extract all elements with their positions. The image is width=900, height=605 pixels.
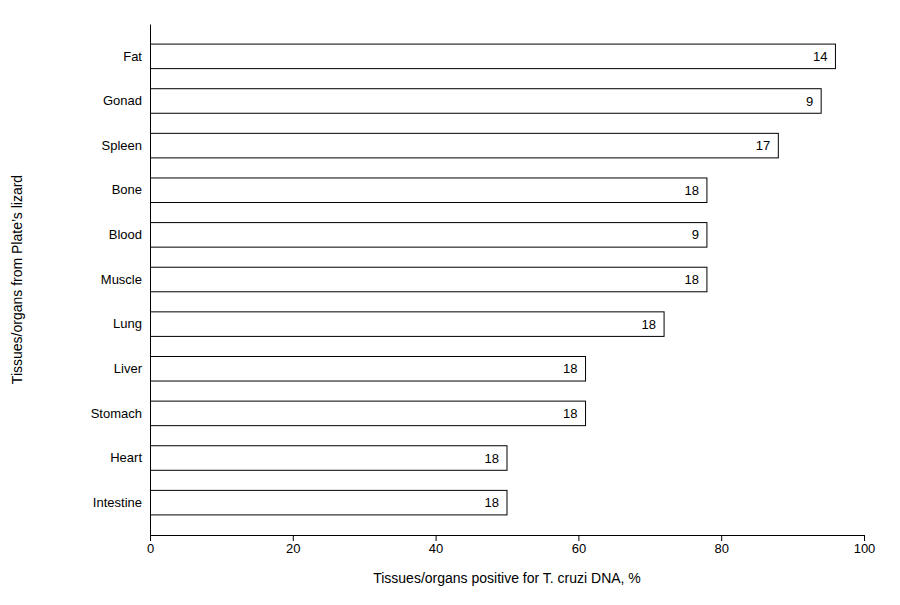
count-label: 17 (756, 138, 770, 153)
x-tick-label: 80 (714, 541, 728, 556)
x-axis-title: Tissues/organs positive for T. cruzi DNA… (373, 570, 641, 586)
bar (150, 178, 707, 203)
y-tick-label: Muscle (101, 272, 142, 287)
x-tick-mark (150, 535, 151, 541)
y-tick-label: Lung (113, 316, 142, 331)
bar (150, 89, 821, 114)
x-tick: 80 (714, 535, 728, 556)
x-tick: 40 (429, 535, 443, 556)
count-label: 18 (485, 451, 499, 466)
bars (150, 44, 835, 515)
count-label: 18 (563, 406, 577, 421)
x-tick: 0 (147, 535, 154, 556)
x-tick: 100 (854, 535, 876, 556)
y-tick-label: Bone (112, 182, 142, 197)
y-tick: Liver (114, 361, 143, 376)
bar (150, 133, 778, 158)
y-tick: Blood (109, 227, 142, 242)
bar (150, 267, 707, 292)
bar (150, 44, 835, 69)
y-tick: Stomach (91, 406, 142, 421)
x-tick-label: 40 (429, 541, 443, 556)
y-tick-label: Fat (123, 49, 142, 64)
count-label: 18 (642, 317, 656, 332)
x-tick: 60 (572, 535, 586, 556)
x-tick-mark (578, 535, 579, 541)
plot-area: 18 18 18 18 18 18 9 18 17 9 14 0 20 40 60 80 100 Intestin… (91, 25, 876, 557)
x-tick: 20 (286, 535, 300, 556)
x-tick-label: 100 (854, 541, 876, 556)
y-tick-label: Intestine (93, 495, 142, 510)
y-tick: Bone (112, 182, 142, 197)
x-tick-label: 60 (572, 541, 586, 556)
bar (150, 401, 586, 426)
x-tick-label: 0 (147, 541, 154, 556)
x-tick-mark (864, 535, 865, 541)
count-label: 14 (813, 49, 827, 64)
count-labels: 18 18 18 18 18 18 9 18 17 9 14 (485, 49, 828, 510)
bar (150, 446, 507, 471)
y-tick: Spleen (102, 138, 142, 153)
x-tick-mark (436, 535, 437, 541)
y-tick-label: Liver (114, 361, 143, 376)
count-label: 9 (692, 227, 699, 242)
y-tick: Intestine (93, 495, 142, 510)
count-label: 18 (485, 495, 499, 510)
y-tick-label: Blood (109, 227, 142, 242)
count-label: 9 (806, 94, 813, 109)
y-tick: Heart (110, 450, 142, 465)
y-axis: Intestine Heart Stomach Liver Lung Muscle Bloo… (91, 25, 151, 536)
x-axis: 0 20 40 60 80 100 (147, 535, 875, 556)
y-axis-line (150, 25, 151, 536)
count-label: 18 (563, 361, 577, 376)
bar (150, 223, 707, 248)
bar (150, 356, 586, 381)
chart-svg: 18 18 18 18 18 18 9 18 17 9 14 0 20 40 60 80 100 Intestin… (0, 0, 900, 605)
y-tick: Gonad (103, 93, 142, 108)
chart-container: 18 18 18 18 18 18 9 18 17 9 14 0 20 40 60 80 100 Intestin… (0, 0, 900, 605)
y-tick-label: Stomach (91, 406, 142, 421)
y-tick-label: Gonad (103, 93, 142, 108)
y-tick-label: Heart (110, 450, 142, 465)
y-tick: Muscle (101, 272, 142, 287)
count-label: 18 (684, 183, 698, 198)
x-axis-line (151, 536, 865, 542)
x-tick-mark (293, 535, 294, 541)
y-axis-title: Tissues/organs from Plate’s lizard (9, 175, 25, 384)
x-tick-mark (721, 535, 722, 541)
y-tick: Lung (113, 316, 142, 331)
bar (150, 312, 664, 337)
count-label: 18 (684, 272, 698, 287)
y-tick: Fat (123, 49, 142, 64)
bar (150, 490, 507, 515)
x-tick-label: 20 (286, 541, 300, 556)
y-tick-label: Spleen (102, 138, 142, 153)
